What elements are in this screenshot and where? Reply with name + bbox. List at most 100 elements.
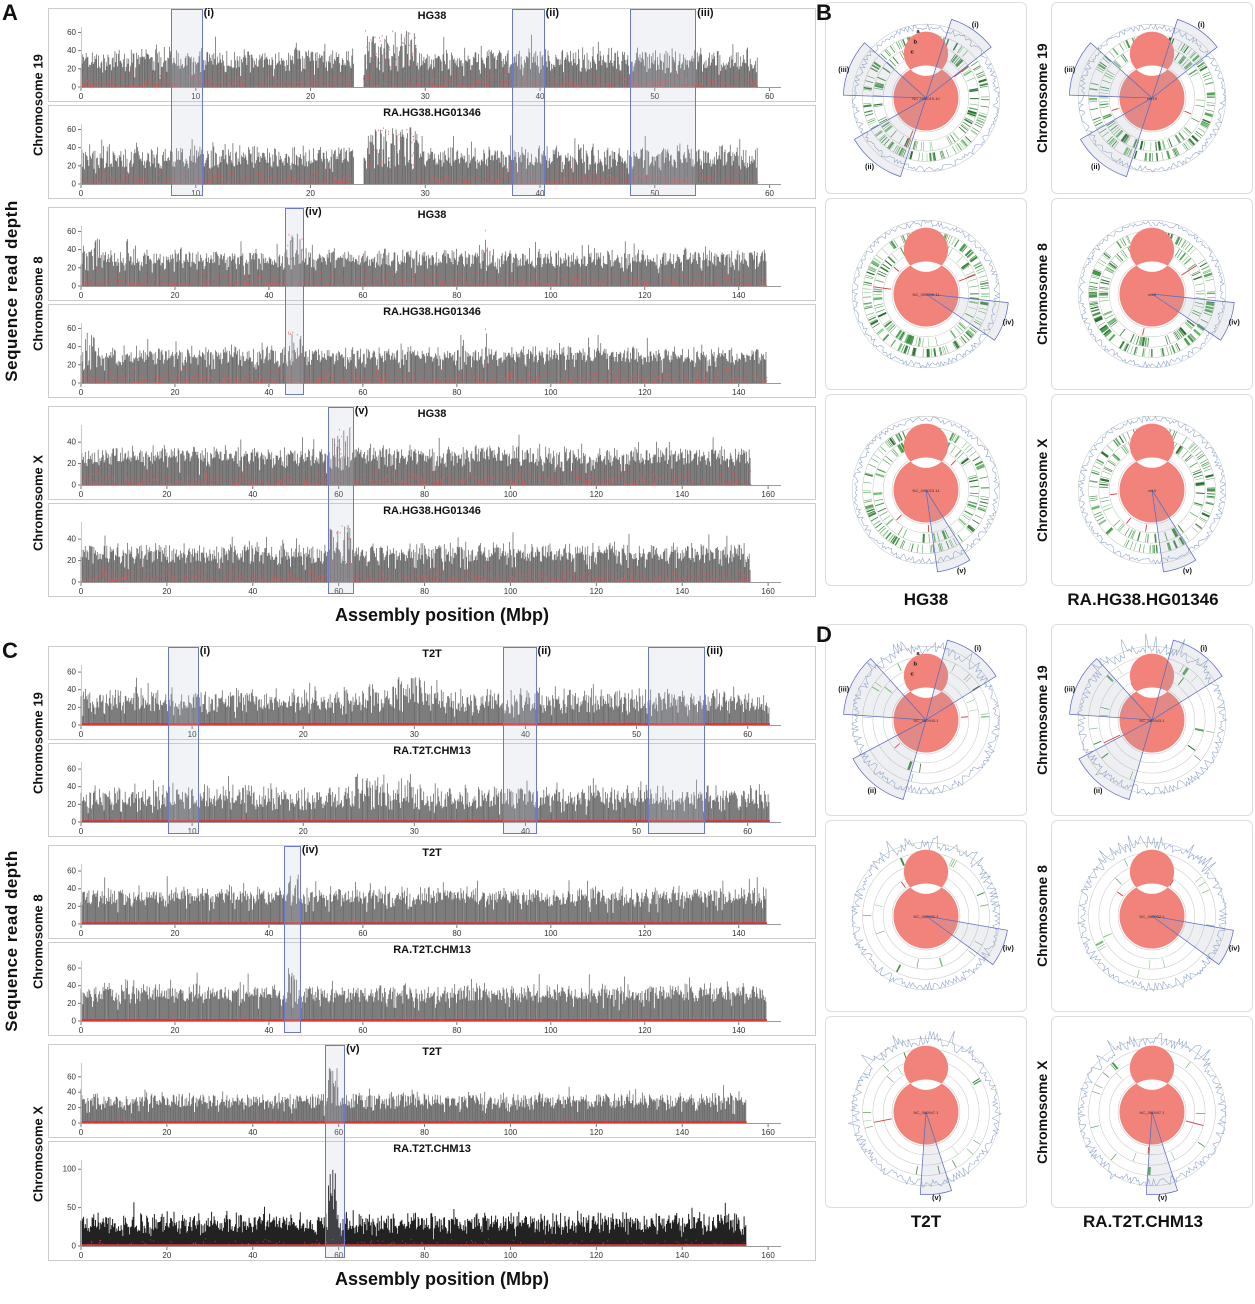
annotation-tick-a [961,337,966,343]
selection-wedge-ii [853,720,926,799]
annotation-tick-a [871,458,878,462]
chromosome-label: Chromosome 19 [28,8,48,202]
x-tick-label: 10 [191,92,200,101]
x-tick-label: 60 [765,189,774,198]
circos-svg: (iv)NC_060932.1 [1053,823,1251,1009]
circos-plot: (v)NC_060947.1 [1051,1016,1253,1208]
sequence-accession-label: NC_060947.1 [1140,1110,1166,1115]
annotation-tick-b [1188,745,1195,750]
x-tick-label: 60 [358,388,367,397]
annotation-tick-a [913,348,915,356]
annotation-tick-a [1206,110,1214,112]
variant-mark [961,717,968,718]
chromosome-label: Chromosome 8 [1033,820,1051,1012]
annotation-tick-b [874,905,883,907]
coverage-ring [894,228,959,327]
annotation-tick-a [1206,478,1214,480]
annotation-tick-a [946,345,949,353]
annotation-tick-b [875,306,883,308]
annotation-tick-b [929,534,930,543]
annotation-tick-a [1092,506,1100,508]
x-tick-label: 80 [420,1128,429,1137]
annotation-tick-b [967,700,975,703]
sequence-accession-label: chrX [1148,488,1157,493]
annotation-tick-b [1193,277,1201,280]
annotation-tick-a [979,112,987,114]
annotation-tick-a [970,130,977,135]
annotation-tick-a [1109,335,1114,341]
annotation-tick-a [1172,345,1175,353]
variant-mark [1184,111,1190,114]
annotation-tick-b [880,511,888,515]
annotation-tick-a [1095,1084,1102,1088]
annotation-tick-a [1113,48,1118,54]
variant-mark [1112,108,1119,110]
annotation-tick-a [911,773,913,781]
annotation-tick-a [1095,122,1102,126]
annotation-tick-a [1182,144,1186,151]
annotation-tick-a [871,517,878,521]
annotation-tick-a [969,951,975,956]
wedge-label: (iv) [1003,317,1015,326]
annotation-tick-a [1200,517,1207,521]
y-tick-label: 0 [72,1017,77,1026]
circos-svg: (iv)NC_060932.1 [827,823,1025,1009]
y-tick-label: 60 [67,28,76,37]
variant-mark [1148,1147,1149,1154]
x-tick-label: 0 [79,291,84,300]
annotation-tick-a [1206,731,1214,733]
low-quality-depth-baseline [81,1019,767,1021]
x-tick-label: 140 [676,1251,690,1260]
chromosome-label: Chromosome X [1033,1016,1051,1208]
circos-row: Chromosome X(v)chrX [1033,394,1253,586]
x-tick-label: 100 [504,1128,518,1137]
annotation-tick-b [1101,280,1110,282]
x-tick-label: 60 [358,1026,367,1035]
annotation-tick-b [1100,484,1109,485]
annotation-tick-a [949,237,952,244]
wedge-label: (ii) [865,162,875,171]
annotation-tick-a [959,338,964,344]
annotation-tick-a [1196,131,1202,136]
x-tick-label: 100 [504,1251,518,1260]
annotation-tick-b [968,279,976,282]
x-tick-label: 100 [504,490,518,499]
circos-row: (v)NC_000023.11 [825,394,1027,586]
annotation-tick-b [1179,133,1184,140]
annotation-tick-b [1156,142,1157,151]
variant-mark [1127,518,1131,524]
annotation-tick-b [883,459,890,464]
panel-letter-c: C [2,640,18,662]
annotation-tick-b [1194,475,1202,478]
x-tick-label: 10 [188,730,197,739]
x-tick-label: 40 [536,92,545,101]
assembly-label: T2T [825,1212,1027,1232]
annotation-tick-b [916,337,918,346]
annotation-tick-a [1185,1062,1190,1068]
x-tick-label: 140 [676,1128,690,1137]
x-tick-label: 120 [590,1128,604,1137]
annotation-tick-b [1163,141,1165,150]
chromosome-label: Chromosome X [28,1044,48,1264]
annotation-tick-a [1176,343,1180,350]
annotation-tick-b [1179,132,1184,139]
x-tick-label: 20 [162,587,171,596]
annotation-tick-b [1136,336,1139,344]
annotation-tick-a [967,1149,973,1154]
annotation-tick-a [1119,436,1123,443]
y-tick-label: 0 [72,83,77,92]
annotation-tick-a [931,349,932,357]
annotation-tick-a [981,714,989,715]
annotation-tick-b [889,257,895,263]
y-tick-label: 20 [67,703,76,712]
annotation-tick-a [1092,1091,1100,1094]
annotation-tick-b [1100,497,1109,498]
